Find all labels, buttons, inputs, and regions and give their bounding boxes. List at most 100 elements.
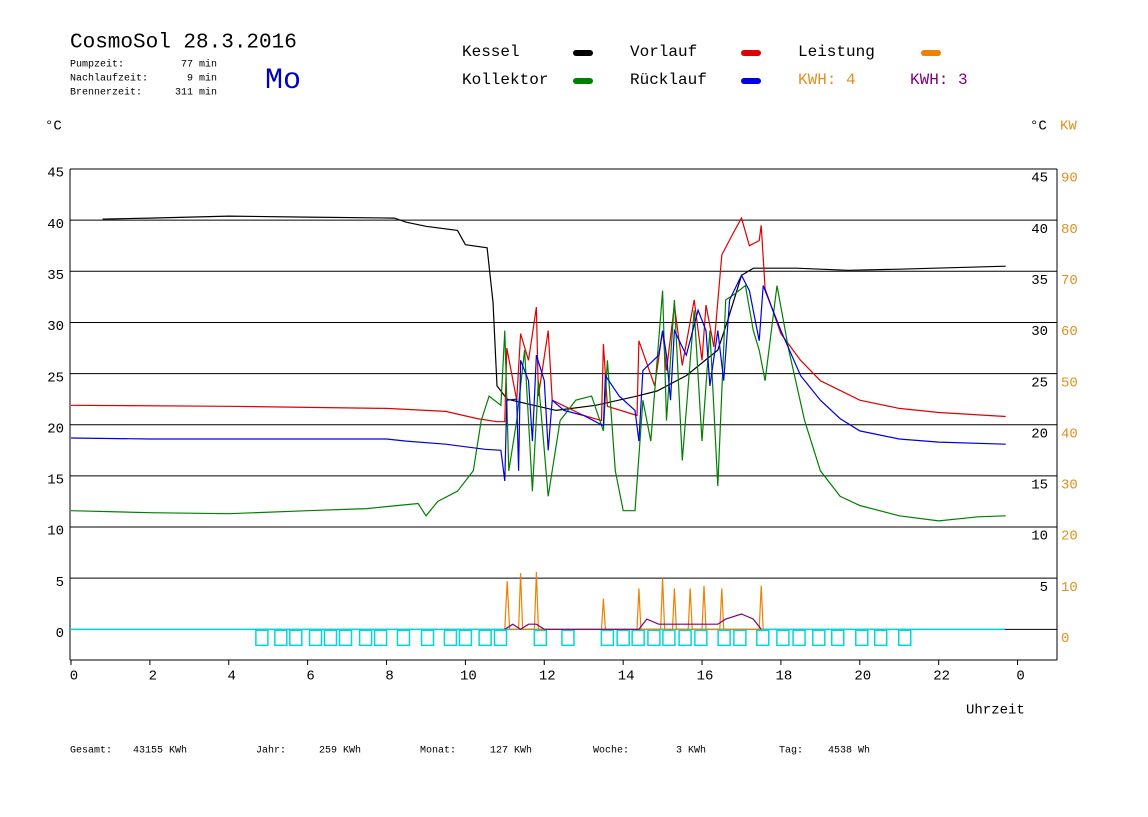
footer-value: 259 KWh bbox=[319, 745, 361, 757]
x-tick-label: 14 bbox=[618, 669, 635, 685]
footer-label: Jahr: bbox=[256, 745, 286, 757]
x-tick-label: 2 bbox=[149, 669, 157, 685]
y-tick-label: 15 bbox=[47, 473, 64, 489]
x-tick-label: 12 bbox=[539, 669, 556, 685]
x-tick-label: 18 bbox=[776, 669, 793, 685]
footer-value: 3 KWh bbox=[676, 745, 706, 757]
x-tick-label: 10 bbox=[460, 669, 477, 685]
x-tick-label: 8 bbox=[385, 669, 393, 685]
y-tick-label: 35 bbox=[47, 268, 64, 284]
pump-marker bbox=[420, 629, 435, 647]
pump-marker bbox=[338, 629, 353, 647]
pump-marker bbox=[255, 629, 269, 647]
pump-marker bbox=[873, 629, 888, 647]
y2-tick-label: 30 bbox=[1061, 478, 1078, 494]
y2-unit: KW bbox=[1060, 119, 1077, 135]
y-tick-label-right: 5 bbox=[1040, 580, 1048, 596]
series-line bbox=[504, 613, 762, 631]
y-tick-label: 5 bbox=[56, 575, 64, 591]
series-line bbox=[70, 216, 1006, 423]
x-tick-label: 0 bbox=[1016, 669, 1024, 685]
y2-tick-label: 20 bbox=[1061, 529, 1078, 545]
pump-marker bbox=[717, 629, 731, 647]
pump-marker bbox=[694, 629, 708, 647]
pump-marker bbox=[776, 629, 790, 647]
y-tick-label-right: 30 bbox=[1031, 324, 1048, 340]
y-tick-label-right: 15 bbox=[1031, 478, 1048, 494]
y-tick-label: 25 bbox=[47, 370, 64, 386]
footer-value: 4538 Wh bbox=[828, 745, 870, 757]
pump-marker bbox=[533, 629, 548, 647]
x-tick-label: 22 bbox=[933, 669, 950, 685]
pump-marker bbox=[458, 629, 473, 647]
legend-label: Kollektor bbox=[462, 71, 548, 89]
pump-marker bbox=[631, 629, 645, 647]
y2-tick-label: 50 bbox=[1061, 375, 1078, 391]
stat-label: Brennerzeit: bbox=[70, 87, 142, 99]
y-unit-right: °C bbox=[1030, 119, 1047, 135]
y-tick-label: 40 bbox=[47, 217, 64, 233]
stat-label: Nachlaufzeit: bbox=[70, 73, 148, 85]
stat-value: 311 min bbox=[175, 87, 217, 99]
x-tick-label: 16 bbox=[697, 669, 714, 685]
y2-tick-label: 80 bbox=[1061, 222, 1078, 238]
y2-tick-label: 90 bbox=[1061, 171, 1078, 187]
y-tick-label: 45 bbox=[47, 166, 64, 182]
y-tick-label: 30 bbox=[47, 319, 64, 335]
pump-marker bbox=[898, 629, 912, 647]
pump-marker bbox=[756, 629, 770, 647]
pump-marker bbox=[358, 629, 373, 647]
y-tick-label-right: 40 bbox=[1031, 222, 1048, 238]
series-line bbox=[504, 571, 764, 630]
footer-value: 43155 KWh bbox=[133, 745, 187, 757]
y-tick-label-right: 45 bbox=[1031, 171, 1048, 187]
pump-marker bbox=[443, 629, 458, 647]
y2-tick-label: 0 bbox=[1061, 631, 1069, 647]
y-tick-label-right: 20 bbox=[1031, 426, 1048, 442]
x-tick-label: 6 bbox=[306, 669, 314, 685]
footer-label: Monat: bbox=[420, 746, 456, 757]
footer-value: 127 KWh bbox=[490, 745, 532, 757]
y-tick-label-right: 10 bbox=[1031, 529, 1048, 545]
pump-marker bbox=[274, 629, 288, 647]
chart-title: CosmoSol 28.3.2016 bbox=[70, 32, 297, 55]
pump-marker bbox=[733, 629, 747, 647]
pump-marker bbox=[396, 629, 411, 647]
legend-label: Kessel bbox=[462, 43, 520, 61]
footer-label: Tag: bbox=[779, 746, 803, 757]
kwh-label: KWH: 3 bbox=[910, 71, 968, 89]
pump-marker bbox=[647, 629, 661, 647]
y-tick-label-right: 35 bbox=[1031, 273, 1048, 289]
y-tick-label: 0 bbox=[56, 626, 64, 642]
pump-marker bbox=[855, 629, 869, 647]
series-line bbox=[102, 215, 1006, 412]
series-line bbox=[70, 274, 1006, 482]
series-line bbox=[70, 284, 1006, 522]
x-tick-label: 0 bbox=[70, 669, 78, 685]
pump-marker bbox=[792, 629, 806, 647]
y2-tick-label: 70 bbox=[1061, 273, 1078, 289]
pump-marker bbox=[493, 629, 508, 647]
y2-tick-label: 40 bbox=[1061, 426, 1078, 442]
y2-tick-label: 10 bbox=[1061, 580, 1078, 596]
y-unit: °C bbox=[45, 119, 62, 135]
y-tick-label: 10 bbox=[47, 524, 64, 540]
pump-marker bbox=[616, 629, 630, 647]
pump-marker bbox=[812, 629, 826, 647]
pump-marker bbox=[561, 629, 575, 647]
pump-marker bbox=[323, 629, 338, 647]
pump-marker bbox=[830, 629, 845, 647]
y2-tick-label: 60 bbox=[1061, 324, 1078, 340]
pump-marker bbox=[308, 629, 323, 647]
pump-marker bbox=[600, 629, 615, 647]
legend-label: Rücklauf bbox=[630, 71, 707, 89]
x-axis-label: Uhrzeit bbox=[966, 703, 1025, 719]
stat-value: 77 min bbox=[181, 59, 217, 71]
footer-label: Gesamt: bbox=[70, 746, 112, 757]
pump-marker bbox=[289, 629, 303, 647]
pump-marker bbox=[678, 629, 692, 647]
legend-label: Leistung bbox=[798, 43, 875, 61]
weekday: Mo bbox=[265, 64, 301, 98]
